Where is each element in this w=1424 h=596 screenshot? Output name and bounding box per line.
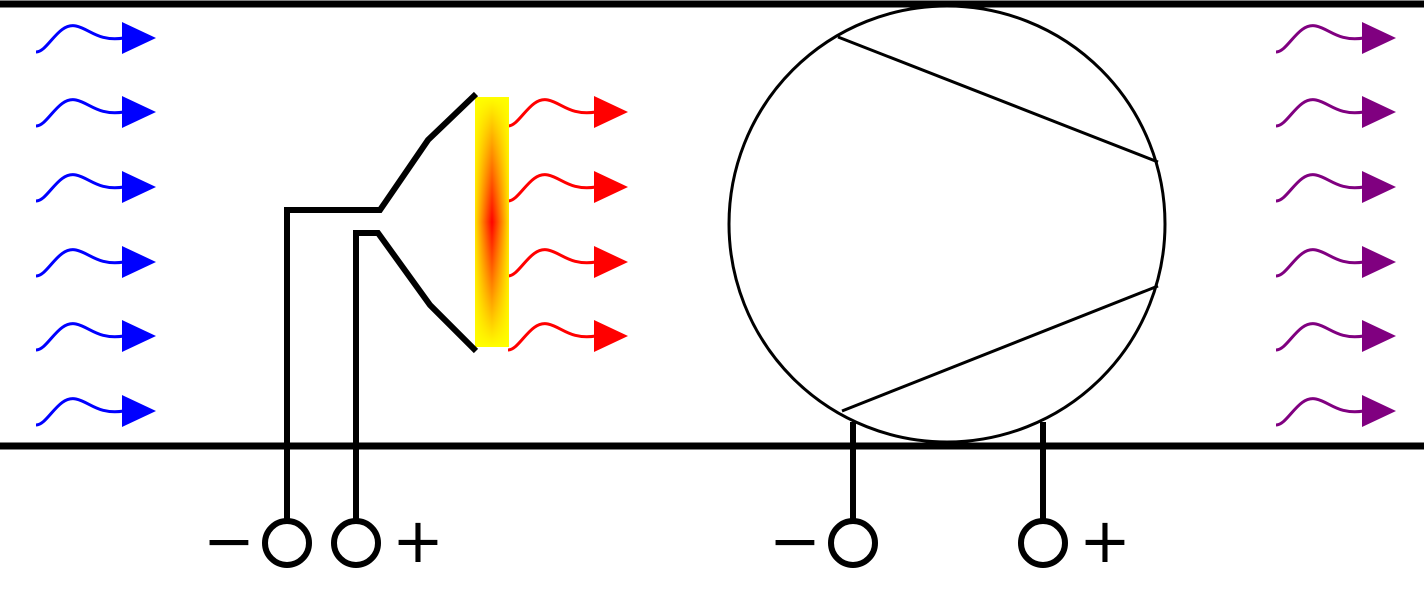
outflow-arrow <box>1275 171 1396 203</box>
heated-arrow <box>507 171 628 203</box>
heater-plus-sign: + <box>392 504 444 577</box>
fan-blade-upper <box>837 35 1159 164</box>
fan-minus-sign: − <box>769 504 821 577</box>
heater-lead-plus <box>353 230 479 520</box>
heater-lead-minus <box>284 91 479 520</box>
fan-plus-terminal <box>1018 518 1068 568</box>
inflow-arrow <box>35 395 156 427</box>
fan-housing <box>727 4 1167 444</box>
heated-arrows <box>507 96 628 352</box>
outflow-arrow <box>1275 246 1396 278</box>
fan <box>727 4 1167 444</box>
heater-minus-sign: − <box>203 504 255 577</box>
fan-plus-sign: + <box>1079 504 1131 577</box>
outflow-arrow <box>1275 320 1396 352</box>
inflow-arrows <box>35 22 156 427</box>
inflow-arrow <box>35 96 156 128</box>
inflow-arrow <box>35 246 156 278</box>
heater-element <box>475 97 509 347</box>
outflow-arrow <box>1275 22 1396 54</box>
fan-minus-terminal <box>828 518 878 568</box>
outflow-arrow <box>1275 395 1396 427</box>
outflow-arrows <box>1275 22 1396 427</box>
fan-blade-lower <box>841 284 1159 413</box>
heater-minus-terminal <box>262 518 312 568</box>
inflow-arrow <box>35 320 156 352</box>
heated-arrow <box>507 320 628 352</box>
heated-arrow <box>507 96 628 128</box>
heated-arrow <box>507 246 628 278</box>
heater-plus-terminal <box>331 518 381 568</box>
inflow-arrow <box>35 22 156 54</box>
inflow-arrow <box>35 171 156 203</box>
outflow-arrow <box>1275 96 1396 128</box>
